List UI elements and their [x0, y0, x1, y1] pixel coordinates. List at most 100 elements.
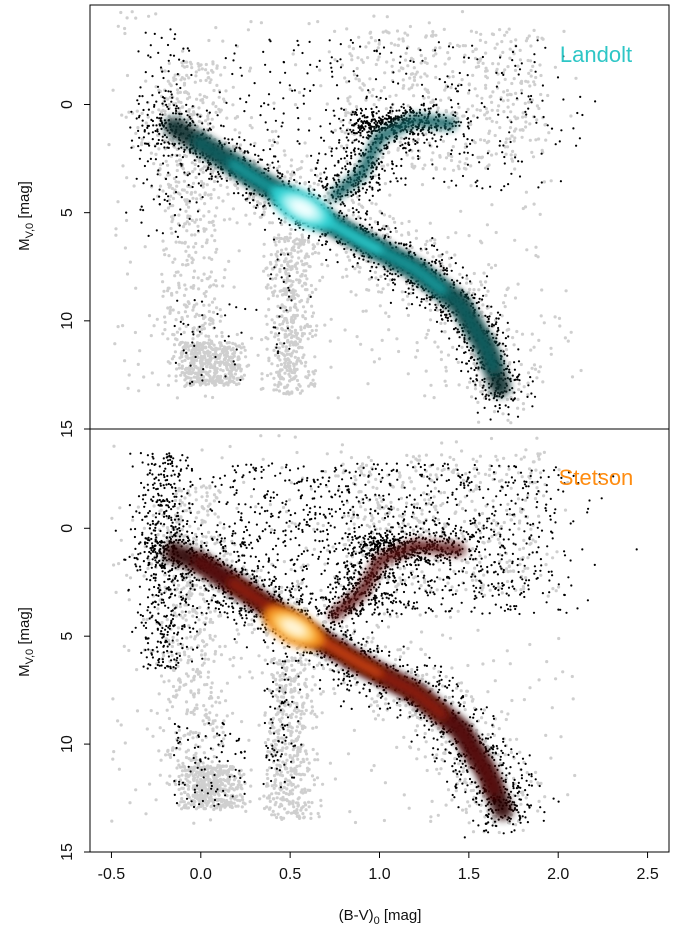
background-point [443, 88, 447, 92]
star-point [409, 279, 412, 282]
background-point [226, 345, 230, 349]
background-point [287, 333, 291, 337]
star-point [174, 107, 177, 110]
background-point [457, 383, 461, 387]
background-point [497, 104, 501, 108]
star-point [267, 202, 270, 205]
background-point [308, 331, 312, 336]
background-point [510, 336, 515, 340]
background-point [456, 43, 460, 48]
star-point [389, 180, 392, 183]
background-point [303, 274, 308, 278]
background-point [286, 361, 290, 366]
background-point [542, 180, 547, 184]
background-point [373, 220, 377, 224]
background-point [284, 272, 288, 276]
background-point [390, 64, 394, 68]
background-point [400, 233, 404, 237]
star-point [312, 230, 315, 233]
star-point [244, 198, 247, 201]
star-point [371, 113, 374, 116]
star-point [366, 210, 369, 213]
background-point [275, 273, 279, 277]
background-point [215, 284, 219, 288]
star-point [459, 121, 463, 124]
background-point [447, 96, 451, 100]
background-point [339, 119, 343, 123]
background-point [451, 145, 455, 149]
background-point [501, 99, 505, 103]
background-point [487, 390, 491, 394]
background-point [298, 391, 302, 395]
star-point [431, 296, 434, 299]
star-point [511, 387, 514, 390]
star-point [398, 116, 401, 119]
background-point [184, 90, 188, 94]
background-point [456, 116, 460, 120]
background-point [204, 119, 208, 123]
star-point [444, 268, 447, 272]
background-point [448, 42, 452, 46]
background-point [127, 373, 131, 377]
star-point [280, 219, 283, 222]
star-point [331, 186, 334, 189]
star-point [197, 165, 200, 168]
star-point [142, 136, 145, 139]
star-point [456, 328, 459, 331]
background-point [191, 181, 196, 185]
star-point [340, 171, 343, 174]
star-point [146, 126, 149, 129]
star-point [340, 212, 343, 215]
background-point [284, 247, 288, 251]
background-point [130, 10, 134, 14]
star-point [480, 366, 483, 369]
background-point [513, 296, 518, 300]
background-point [201, 170, 205, 174]
background-point [212, 88, 216, 93]
background-point [156, 383, 160, 387]
star-point [172, 112, 175, 115]
background-point [526, 381, 530, 385]
background-point [574, 76, 578, 80]
background-point [411, 57, 415, 62]
background-point [535, 104, 540, 108]
background-point [288, 367, 292, 371]
background-point [345, 216, 349, 220]
background-point [163, 112, 167, 117]
background-point [463, 162, 467, 166]
background-point [270, 277, 274, 281]
star-point [466, 117, 469, 121]
star-point [465, 110, 468, 114]
background-point [219, 374, 223, 378]
background-point [426, 251, 430, 255]
star-point [294, 222, 297, 226]
background-point [518, 128, 522, 132]
star-point [354, 191, 357, 194]
background-point [267, 359, 271, 363]
star-point [489, 418, 492, 421]
star-point [185, 146, 188, 149]
background-point [264, 336, 268, 340]
background-point [119, 10, 123, 15]
background-point [167, 114, 171, 118]
background-point [439, 98, 443, 102]
background-point [521, 206, 525, 211]
background-point [320, 262, 324, 266]
star-point [365, 227, 368, 231]
star-point [507, 413, 510, 416]
star-point [497, 317, 500, 320]
star-point [364, 125, 367, 128]
background-point [234, 184, 238, 188]
background-point [180, 188, 185, 192]
background-point [175, 97, 179, 101]
background-point [534, 245, 538, 249]
background-point [467, 123, 471, 127]
background-point [505, 287, 509, 292]
background-point [412, 78, 417, 82]
background-point [280, 293, 285, 297]
background-point [288, 236, 292, 240]
background-point [168, 305, 173, 309]
background-point [534, 75, 538, 80]
star-point [370, 265, 374, 268]
background-point [437, 271, 441, 275]
